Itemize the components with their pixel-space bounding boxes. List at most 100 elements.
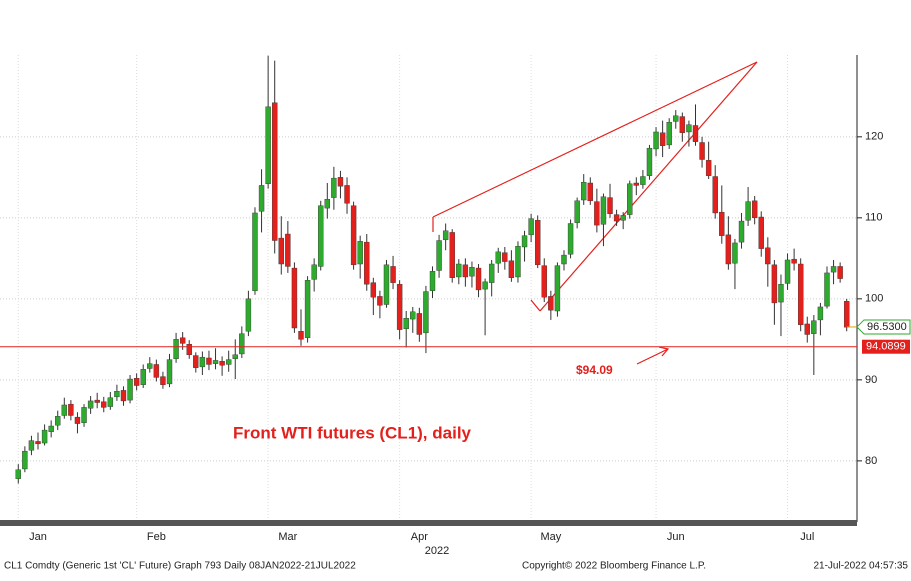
grid [0, 55, 857, 520]
candle-body [225, 359, 232, 365]
candle-body [581, 181, 587, 201]
candle-body [587, 182, 593, 202]
candle-body [22, 450, 28, 470]
candle-body [377, 296, 383, 306]
candle-body [534, 220, 541, 266]
candle-body [745, 201, 751, 221]
candle-body [206, 357, 212, 365]
candle-body [370, 282, 377, 298]
candle-body [344, 185, 350, 204]
candle-body [199, 356, 206, 368]
candle-body [350, 205, 357, 266]
candle-body [94, 399, 100, 403]
candle-body [475, 267, 482, 291]
candle-body [627, 183, 633, 215]
candle-body [449, 232, 455, 278]
candle-body [554, 265, 561, 312]
candle-body [55, 416, 61, 426]
candle-body [193, 355, 199, 368]
candle-body [87, 400, 94, 409]
candle-body [219, 361, 225, 366]
candle-body [68, 403, 74, 416]
y-tick-label: 80 [865, 455, 877, 467]
candle-body [824, 272, 830, 307]
x-tick-label: Mar [278, 531, 297, 543]
candle-body [830, 266, 837, 273]
candle-body [469, 267, 475, 277]
candle-body [390, 266, 396, 283]
candle-body [107, 397, 114, 407]
candle-body [600, 196, 607, 225]
candle-body [258, 185, 265, 212]
candle-body [765, 247, 771, 265]
candle-body [383, 264, 390, 305]
candle-body [515, 245, 521, 278]
x-tick-label: Jan [29, 531, 47, 543]
candle-body [640, 176, 646, 185]
candle-body [15, 469, 21, 479]
candle-body [594, 201, 600, 226]
candle-body [541, 265, 547, 298]
candle-body [653, 131, 659, 150]
candle-body [41, 429, 48, 444]
y-tick-label: 120 [865, 131, 883, 143]
candle-body [28, 440, 35, 451]
candle-body [232, 354, 238, 359]
candle-body [778, 284, 784, 303]
x-tick-label: Apr [411, 531, 428, 543]
candle-body [442, 230, 449, 240]
year-label: 2022 [425, 545, 449, 557]
candle-body [423, 291, 429, 334]
candle-body [719, 211, 725, 236]
trend-line [539, 61, 758, 312]
candle-body [725, 234, 732, 265]
candle-body [712, 176, 718, 214]
candle-body [311, 264, 317, 280]
candle-body [817, 306, 824, 321]
candle-body [252, 212, 258, 291]
candle-body [758, 216, 764, 249]
x-axis-band [0, 520, 857, 526]
candle-body [673, 115, 679, 122]
candle-body [265, 106, 271, 185]
candle-body [74, 416, 81, 424]
level-label: 94.0899 [866, 341, 906, 353]
footer-right: 21-Jul-2022 04:57:35 [813, 561, 908, 572]
candle-body [528, 218, 534, 236]
candle-body [357, 241, 363, 265]
y-tick-label: 90 [865, 374, 877, 386]
candle-body [147, 363, 153, 369]
candle-body [81, 407, 87, 423]
candle-body [686, 124, 692, 133]
trend-lines [432, 61, 758, 365]
candle-body [567, 223, 574, 255]
trend-line [432, 61, 758, 218]
candle-body [416, 313, 423, 335]
candle-body [429, 271, 436, 291]
chart-title: Front WTI futures (CL1), daily [233, 423, 472, 442]
candle-body [797, 263, 804, 325]
candle-body [272, 102, 278, 241]
candle-body [403, 318, 409, 330]
candle-body [127, 378, 133, 401]
x-tick-label: May [540, 531, 561, 543]
candle-body [804, 323, 810, 335]
candle-body [784, 259, 791, 284]
candle-body [304, 280, 311, 338]
candle-body [659, 132, 666, 146]
candle-body [101, 401, 107, 408]
y-tick-label: 100 [865, 293, 883, 305]
footer-left: CL1 Comdty (Generic 1st 'CL' Future) Gra… [4, 561, 356, 572]
candle-body [548, 296, 554, 311]
candle-body [508, 260, 515, 278]
candle-body [48, 425, 54, 432]
candle-body [679, 116, 686, 133]
candle-body [521, 235, 528, 248]
candle-body [179, 337, 186, 344]
candle-body [324, 198, 331, 209]
last-price-box [856, 319, 911, 335]
candle-body [166, 359, 173, 385]
x-tick-label: Jul [800, 531, 814, 543]
candle-body [620, 215, 626, 221]
